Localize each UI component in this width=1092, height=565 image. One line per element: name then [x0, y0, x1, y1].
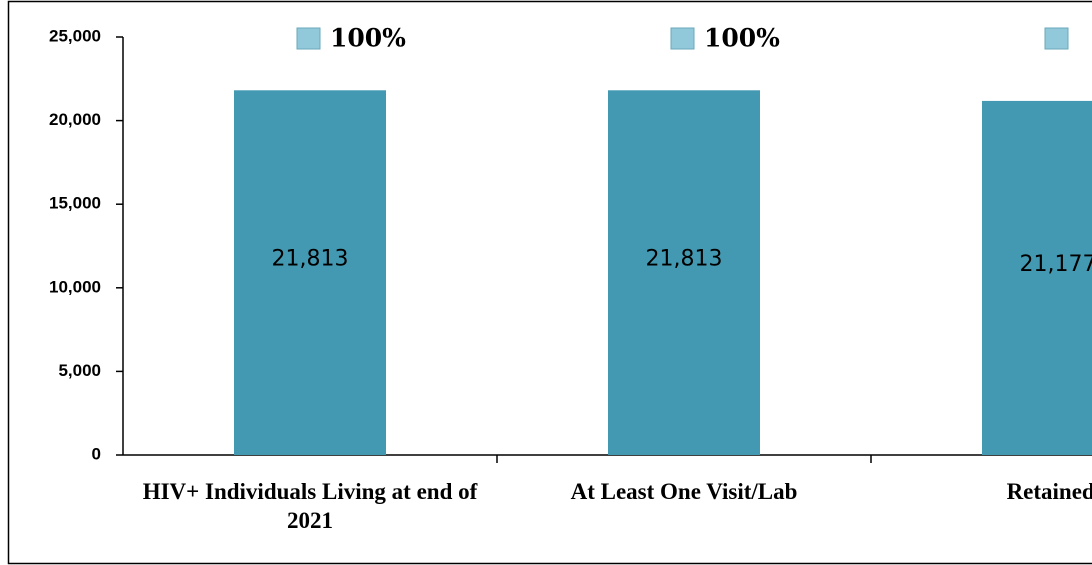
y-tick-label: 0: [92, 444, 101, 463]
y-tick-label: 20,000: [49, 110, 101, 129]
percent-label: 100%: [330, 24, 406, 53]
y-tick-label: 10,000: [49, 277, 101, 296]
bar: [982, 100, 1092, 455]
y-tick-label: 5,000: [58, 361, 101, 380]
value-label: 21,813: [272, 247, 349, 272]
value-label: 21,177: [1020, 252, 1092, 277]
x-tick-label: HIV+ Individuals Living at end of 2021: [143, 479, 478, 533]
chart-frame: [7, 0, 1092, 565]
x-tick-label: Retained I: [1007, 479, 1092, 504]
x-tick-label: At Least One Visit/Lab: [571, 479, 798, 504]
bar: [234, 90, 386, 456]
percent-box: [670, 27, 695, 50]
percent-box: [1044, 27, 1069, 50]
bar: [608, 90, 760, 456]
value-label: 21,813: [646, 247, 723, 272]
percent-label: 100%: [704, 24, 780, 53]
y-tick-label: 25,000: [49, 26, 101, 45]
percent-box: [296, 27, 321, 50]
y-tick-label: 15,000: [49, 194, 101, 213]
